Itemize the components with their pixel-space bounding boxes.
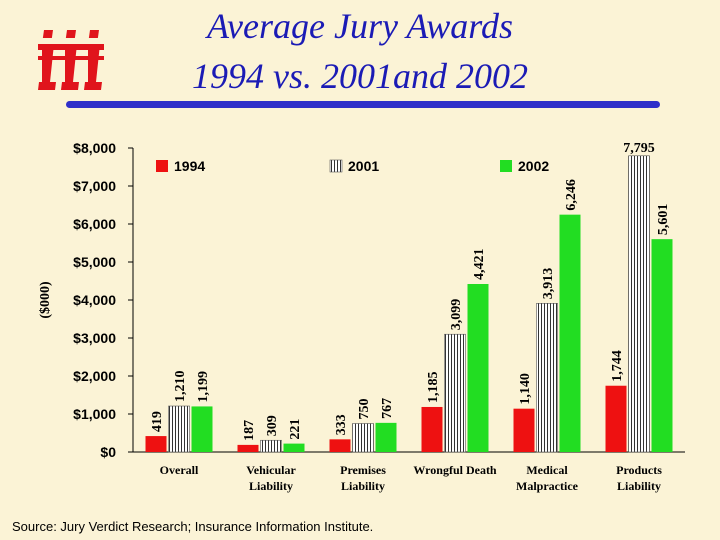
legend-label: 2002 (518, 158, 549, 174)
y-axis-title: ($000) (38, 281, 53, 319)
bar (467, 284, 489, 452)
data-label: 767 (380, 398, 395, 419)
x-tick-label: Vehicular (246, 463, 296, 477)
data-label: 221 (288, 419, 303, 440)
bar (605, 385, 627, 452)
bar (329, 439, 351, 452)
data-label: 750 (357, 399, 372, 420)
y-tick-label: $5,000 (73, 254, 116, 270)
legend-swatch (156, 160, 168, 172)
y-tick-label: $3,000 (73, 330, 116, 346)
x-tick-label: Medical (526, 463, 568, 477)
x-tick-label: Liability (341, 479, 385, 493)
slide-title-line2: 1994 vs. 2001and 2002 (192, 56, 528, 96)
data-label: 1,199 (196, 371, 211, 403)
bar (559, 214, 581, 452)
legend-swatch (500, 160, 512, 172)
legend-swatch (329, 159, 343, 173)
data-label: 1,140 (518, 373, 533, 405)
data-label: 419 (150, 411, 165, 432)
bar (651, 239, 673, 452)
data-label: 333 (334, 414, 349, 435)
data-label: 6,246 (564, 179, 579, 211)
y-tick-label: $6,000 (73, 216, 116, 232)
y-tick-label: $8,000 (73, 140, 116, 156)
title-rule (66, 101, 660, 108)
bar (145, 436, 167, 452)
bar (168, 405, 190, 453)
data-label: 3,913 (541, 268, 556, 300)
data-label: 3,099 (449, 299, 464, 331)
x-tick-label: Liability (249, 479, 293, 493)
legend-label: 2001 (348, 158, 379, 174)
data-label: 1,744 (610, 350, 625, 382)
bar (237, 444, 259, 452)
y-tick-label: $0 (100, 444, 116, 460)
x-tick-label: Overall (160, 463, 199, 477)
bar (375, 422, 397, 452)
data-label: 309 (265, 415, 280, 436)
data-label: 1,210 (173, 371, 188, 403)
bar (444, 333, 466, 453)
x-tick-label: Premises (340, 463, 386, 477)
x-tick-label: Wrongful Death (413, 463, 497, 477)
bar (513, 408, 535, 452)
y-tick-label: $2,000 (73, 368, 116, 384)
data-label: 4,421 (472, 249, 487, 281)
data-label: 7,795 (623, 141, 655, 156)
data-label: 1,185 (426, 371, 441, 403)
bar (283, 443, 305, 452)
data-label: 187 (242, 420, 257, 441)
slide-title-line1: Average Jury Awards (207, 6, 513, 46)
y-tick-label: $4,000 (73, 292, 116, 308)
x-tick-label: Products (616, 463, 662, 477)
bar (421, 406, 443, 452)
data-label: 5,601 (656, 204, 671, 236)
x-tick-label: Liability (617, 479, 661, 493)
bar (352, 423, 374, 453)
bar (536, 303, 558, 453)
legend-label: 1994 (174, 158, 205, 174)
iii-logo (38, 30, 104, 90)
bar (628, 155, 650, 453)
x-tick-label: Malpractice (516, 479, 579, 493)
source-note: Source: Jury Verdict Research; Insurance… (12, 519, 374, 534)
bar (260, 439, 282, 453)
bar (191, 406, 213, 452)
y-tick-label: $7,000 (73, 178, 116, 194)
y-tick-label: $1,000 (73, 406, 116, 422)
